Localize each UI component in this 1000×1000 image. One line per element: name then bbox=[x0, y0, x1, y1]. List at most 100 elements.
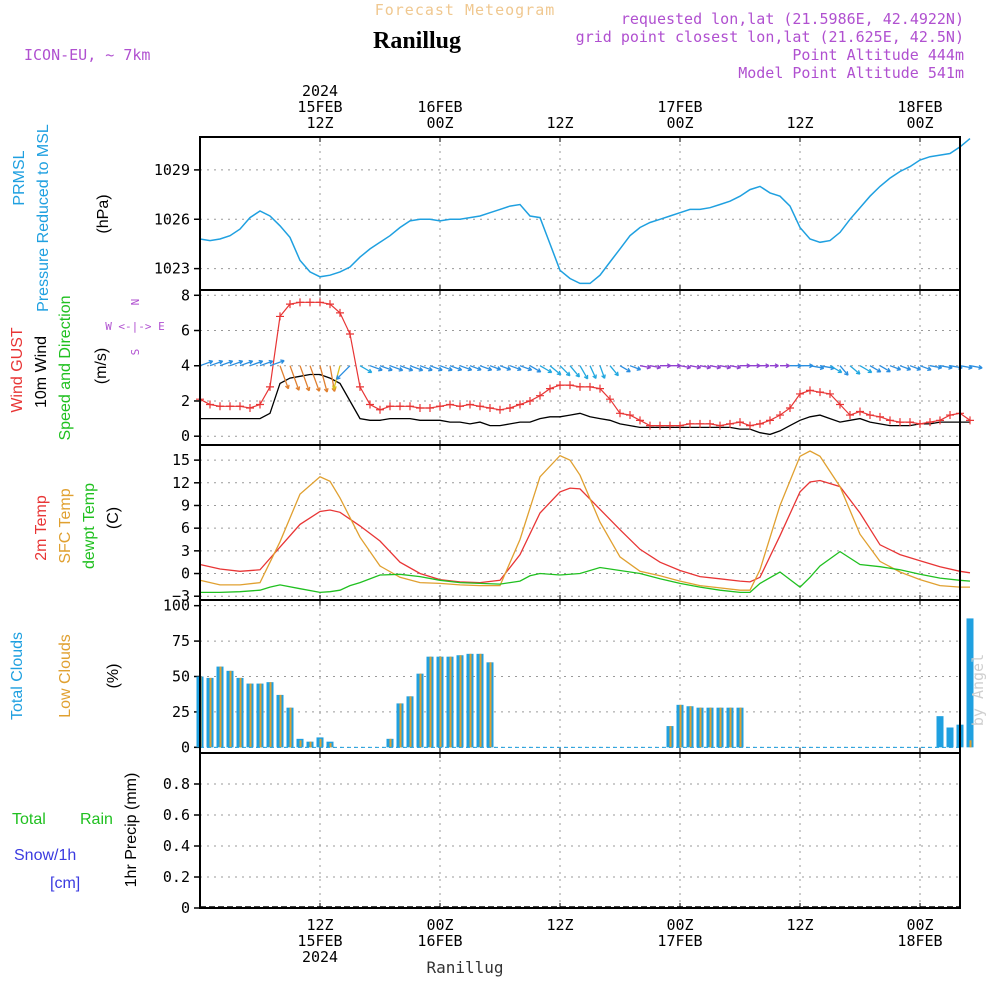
wind-arrow bbox=[609, 365, 619, 377]
y-tick-label: 0.8 bbox=[163, 775, 190, 793]
wind-arrow bbox=[499, 365, 512, 371]
wind-arrow bbox=[709, 364, 722, 370]
bottom-time-label: 00Z bbox=[426, 916, 453, 934]
y-tick-label: 1026 bbox=[154, 210, 190, 228]
wind-arrow bbox=[829, 365, 843, 374]
gust-point bbox=[726, 419, 734, 428]
gust-point bbox=[206, 400, 214, 409]
wind-arrow bbox=[429, 365, 443, 372]
gust-point bbox=[686, 419, 694, 428]
gust-point bbox=[486, 404, 494, 413]
wind-arrow bbox=[909, 365, 922, 371]
gust-point bbox=[346, 330, 354, 339]
chart-title: Forecast Meteogram bbox=[375, 1, 556, 19]
y-tick-label: 0 bbox=[181, 899, 190, 917]
gust-point bbox=[216, 402, 224, 411]
panel-5: 0 0.2 0.4 0.6 0.8 bbox=[163, 752, 961, 917]
wind-arrow bbox=[199, 359, 214, 367]
cloud-unit: (%) bbox=[105, 664, 122, 689]
gust-point bbox=[646, 421, 654, 430]
wind-arrow bbox=[419, 365, 433, 372]
bottom-time-label: 00Z bbox=[666, 916, 693, 934]
y-tick-label: 0 bbox=[181, 738, 190, 756]
low-cloud-bar bbox=[299, 740, 302, 748]
pressure-label-1: PRMSL bbox=[11, 150, 28, 205]
wind-arrow bbox=[299, 365, 311, 392]
wind-arrow bbox=[289, 365, 301, 391]
low-cloud-bar bbox=[289, 707, 292, 748]
total-cloud-bar bbox=[936, 716, 944, 748]
series-wind-gust bbox=[199, 301, 971, 427]
gust-point bbox=[526, 396, 534, 405]
panel-frame bbox=[199, 136, 961, 291]
wind-arrow bbox=[670, 363, 682, 369]
gust-point bbox=[396, 402, 404, 411]
precip-total-label: Total bbox=[12, 811, 46, 828]
wind-arrow bbox=[699, 364, 712, 370]
wind-arrow bbox=[399, 365, 414, 372]
gust-point bbox=[736, 418, 744, 427]
gust-point bbox=[766, 416, 774, 425]
wind-arrow bbox=[379, 365, 393, 372]
gust-point bbox=[296, 298, 304, 307]
top-time-label: 18FEB bbox=[897, 98, 942, 116]
gust-point bbox=[666, 421, 674, 430]
low-cloud-bar bbox=[709, 707, 712, 748]
wind-arrow bbox=[919, 365, 932, 372]
wind-arrow bbox=[409, 365, 424, 372]
gust-point bbox=[566, 381, 574, 390]
wind-label-1: Wind GUST bbox=[9, 327, 26, 413]
gust-point bbox=[916, 419, 924, 428]
low-cloud-bar bbox=[269, 682, 272, 748]
wind-arrow bbox=[335, 365, 351, 380]
gust-point bbox=[946, 411, 954, 420]
cloud-label-2: Low Clouds bbox=[57, 634, 74, 718]
low-cloud-bar bbox=[459, 655, 462, 748]
gust-point bbox=[786, 404, 794, 413]
gust-point bbox=[796, 389, 804, 398]
gust-point bbox=[966, 416, 974, 425]
wind-arrow bbox=[879, 365, 891, 373]
gust-point bbox=[816, 388, 824, 397]
precip-rain-label: Rain bbox=[80, 811, 113, 828]
low-cloud-bar bbox=[309, 741, 312, 748]
bottom-time-label: 00Z bbox=[906, 916, 933, 934]
bottom-time-label: 12Z bbox=[306, 916, 333, 934]
panel-1: 1023 1026 1029 bbox=[154, 136, 971, 291]
top-time-label: 2024 bbox=[302, 82, 338, 100]
wind-arrow bbox=[369, 365, 383, 372]
gust-point bbox=[616, 409, 624, 418]
gust-point bbox=[656, 421, 664, 430]
gust-point bbox=[306, 298, 314, 307]
gust-point bbox=[746, 421, 754, 430]
bottom-time-label: 12Z bbox=[786, 916, 813, 934]
low-cloud-bar bbox=[969, 740, 972, 748]
y-tick-label: 0 bbox=[181, 427, 190, 445]
pressure-panel-labels: PRMSL Pressure Reduced to MSL (hPa) bbox=[11, 124, 112, 312]
pressure-label-2: Pressure Reduced to MSL bbox=[35, 124, 52, 312]
compass-west-east: W <-|-> E bbox=[105, 320, 165, 333]
low-cloud-bar bbox=[239, 677, 242, 748]
gust-point bbox=[806, 386, 814, 395]
wind-arrow bbox=[449, 365, 463, 372]
low-cloud-bar bbox=[249, 683, 252, 748]
gust-point bbox=[356, 382, 364, 391]
wind-arrow bbox=[319, 365, 329, 393]
wind-arrow bbox=[559, 365, 571, 377]
model-name: ICON-EU, ~ 7km bbox=[24, 46, 150, 64]
gust-point bbox=[476, 402, 484, 411]
y-tick-label: 0.4 bbox=[163, 837, 190, 855]
wind-arrow bbox=[660, 363, 672, 369]
y-tick-label: 75 bbox=[172, 632, 190, 650]
gust-point bbox=[406, 402, 414, 411]
location-title: Ranillug bbox=[373, 28, 461, 54]
gust-point bbox=[236, 402, 244, 411]
gust-point bbox=[506, 404, 514, 413]
gust-point bbox=[536, 391, 544, 400]
wind-arrow bbox=[740, 363, 751, 369]
top-time-label: 12Z bbox=[786, 114, 813, 132]
low-cloud-bar bbox=[409, 696, 412, 748]
gust-point bbox=[826, 389, 834, 398]
